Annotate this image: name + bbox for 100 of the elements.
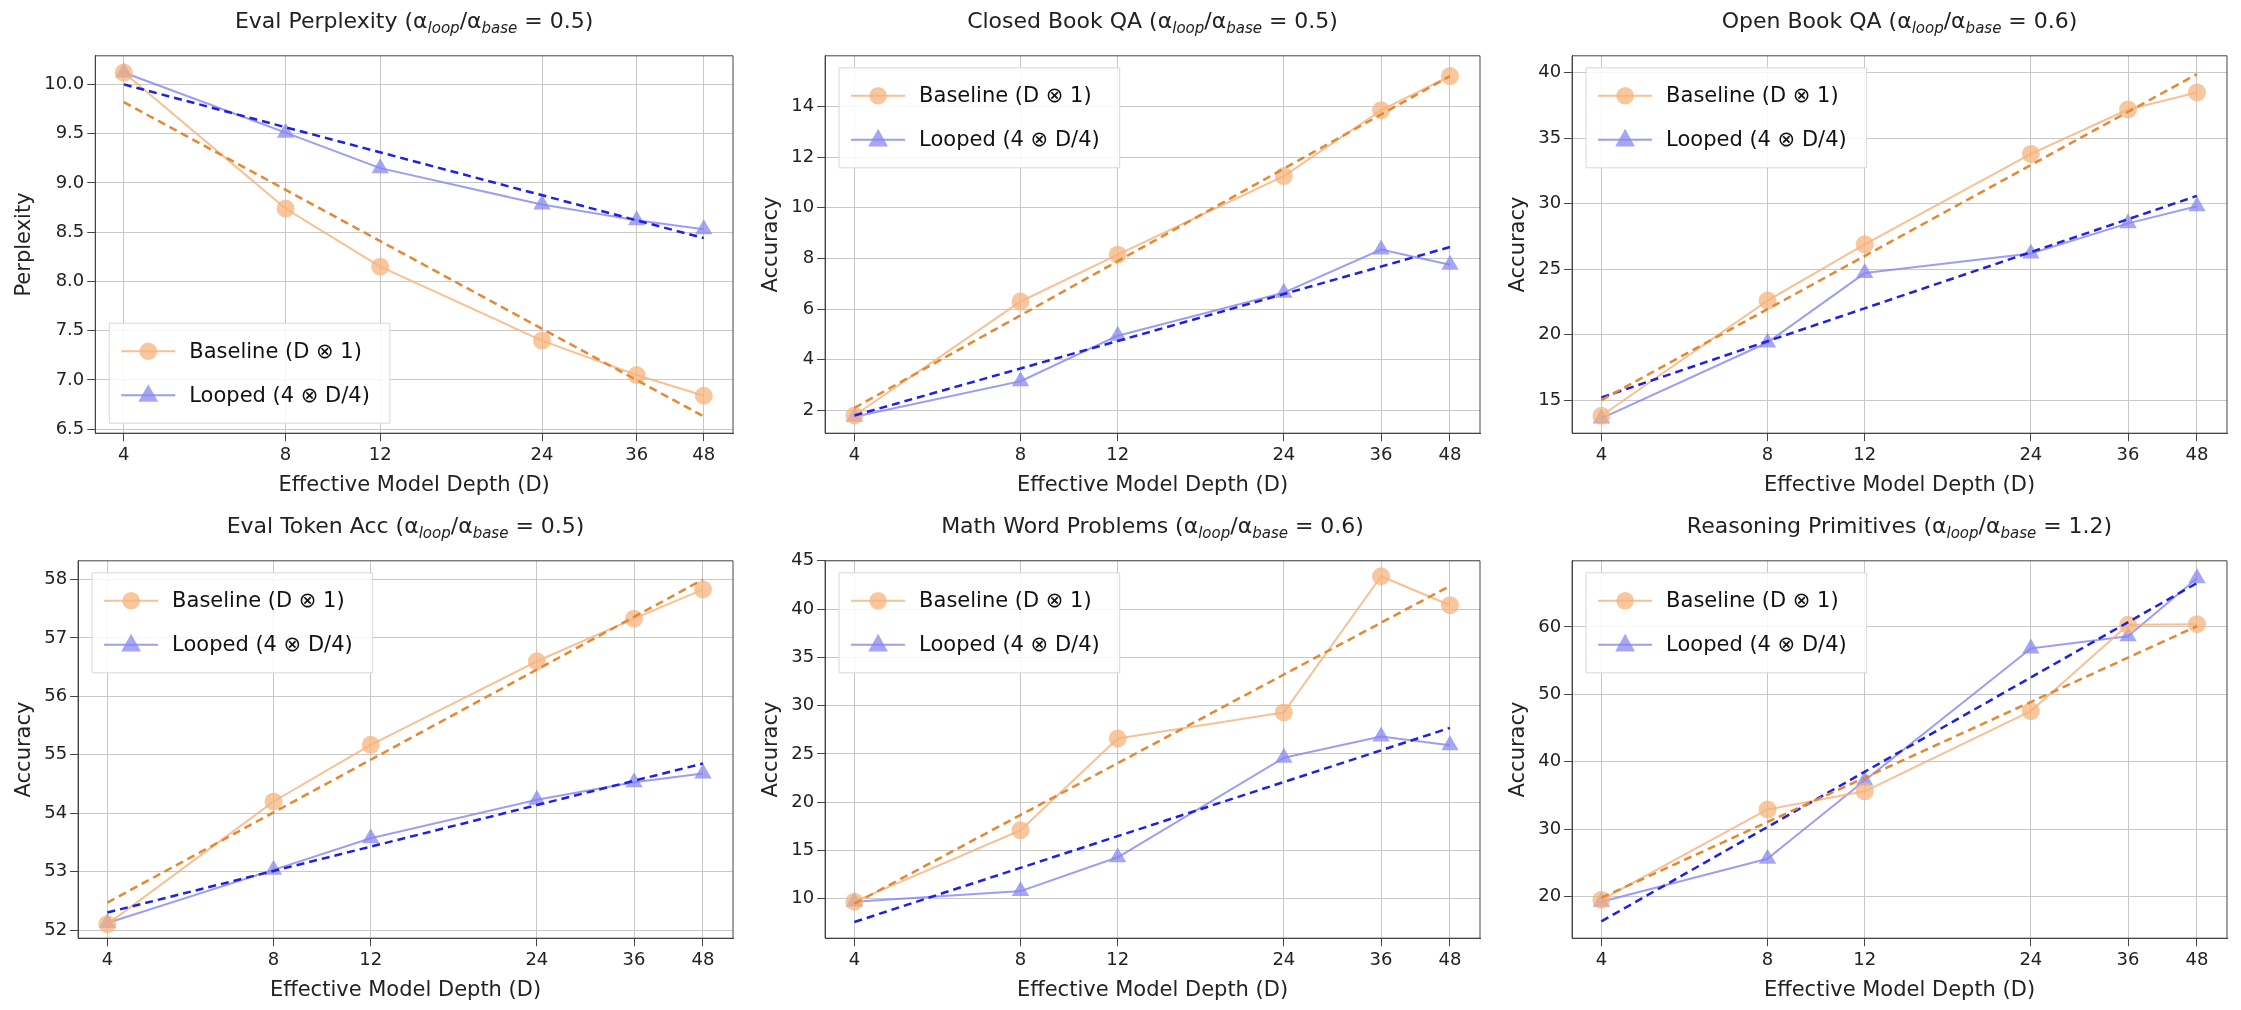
y-tick-label: 57 bbox=[44, 625, 68, 647]
y-tick-label: 9.5 bbox=[55, 121, 85, 143]
x-axis-title: Effective Model Depth (D) bbox=[269, 976, 542, 1001]
chart-title: Closed Book QA (α$_{loop}$/α$_{base}$ = 0.5) bbox=[966, 8, 1339, 38]
x-tick-label: 12 bbox=[1106, 442, 1130, 464]
x-tick-label: 12 bbox=[1106, 947, 1130, 969]
y-tick-label: 4 bbox=[802, 347, 815, 369]
x-tick-label: 12 bbox=[1853, 442, 1877, 464]
x-tick-label: 48 bbox=[1438, 947, 1462, 969]
x-tick-label: 4 bbox=[1595, 442, 1608, 464]
x-tick-label: 4 bbox=[848, 947, 861, 969]
y-axis-title: Perplexity bbox=[11, 192, 36, 297]
legend-label: Looped (4 ⊗ D/4) bbox=[189, 382, 370, 407]
x-tick-label: 4 bbox=[848, 442, 861, 464]
chart-title: Open Book QA (α$_{loop}$/α$_{base}$ = 0.6) bbox=[1720, 8, 2079, 38]
y-tick-label: 6.5 bbox=[55, 416, 85, 438]
chart-title: Reasoning Primitives (α$_{loop}$/α$_{base}$ = 1.2) bbox=[1685, 513, 2114, 543]
legend-label: Looped (4 ⊗ D/4) bbox=[172, 632, 353, 657]
y-axis-title: Accuracy bbox=[1505, 701, 1530, 798]
y-axis-title: Accuracy bbox=[758, 196, 783, 293]
y-tick-label: 45 bbox=[791, 548, 815, 570]
y-tick-label: 15 bbox=[1538, 387, 1562, 409]
x-axis-title: Effective Model Depth (D) bbox=[278, 471, 550, 496]
y-tick-label: 14 bbox=[791, 94, 815, 116]
x-tick-label: 24 bbox=[1272, 947, 1296, 969]
y-tick-label: 40 bbox=[1538, 749, 1562, 771]
x-tick-label: 36 bbox=[622, 947, 646, 969]
y-tick-label: 12 bbox=[791, 144, 815, 166]
y-tick-label: 40 bbox=[791, 596, 815, 618]
x-tick-label: 8 bbox=[267, 947, 280, 969]
legend-label: Baseline (D ⊗ 1) bbox=[189, 338, 362, 363]
legend-label: Looped (4 ⊗ D/4) bbox=[1666, 632, 1847, 657]
x-axis-title: Effective Model Depth (D) bbox=[1763, 471, 2036, 496]
x-tick-label: 48 bbox=[1438, 442, 1462, 464]
chart-title: Eval Token Acc (α$_{loop}$/α$_{base}$ = 0.5) bbox=[225, 513, 586, 543]
y-tick-label: 60 bbox=[1538, 614, 1562, 636]
y-tick-label: 10.0 bbox=[44, 72, 85, 94]
y-tick-label: 35 bbox=[791, 645, 815, 667]
y-tick-label: 50 bbox=[1538, 681, 1562, 703]
y-tick-label: 2 bbox=[802, 398, 815, 420]
x-tick-label: 24 bbox=[530, 442, 554, 464]
y-tick-label: 6 bbox=[802, 296, 815, 318]
y-tick-label: 8.0 bbox=[55, 269, 85, 291]
y-tick-label: 25 bbox=[791, 741, 815, 763]
x-tick-label: 24 bbox=[1272, 442, 1296, 464]
x-tick-label: 36 bbox=[1369, 947, 1393, 969]
y-tick-label: 25 bbox=[1538, 256, 1562, 278]
x-tick-label: 48 bbox=[692, 442, 716, 464]
x-axis-title: Effective Model Depth (D) bbox=[1016, 471, 1289, 496]
y-tick-label: 15 bbox=[791, 838, 815, 860]
y-tick-label: 8.5 bbox=[55, 219, 85, 241]
chart-title: Eval Perplexity (α$_{loop}$/α$_{base}$ = 0.5) bbox=[233, 8, 595, 38]
y-axis-title: Accuracy bbox=[758, 701, 783, 798]
x-tick-label: 12 bbox=[368, 442, 392, 464]
y-tick-label: 55 bbox=[44, 742, 68, 764]
legend-label: Looped (4 ⊗ D/4) bbox=[919, 632, 1100, 657]
y-tick-label: 53 bbox=[44, 859, 68, 881]
legend-label: Looped (4 ⊗ D/4) bbox=[919, 127, 1100, 152]
legend-label: Baseline (D ⊗ 1) bbox=[172, 588, 345, 613]
x-tick-label: 24 bbox=[525, 947, 549, 969]
y-tick-label: 7.5 bbox=[55, 318, 85, 340]
legend-label: Baseline (D ⊗ 1) bbox=[919, 83, 1092, 108]
y-tick-label: 20 bbox=[791, 789, 815, 811]
x-tick-label: 36 bbox=[1369, 442, 1393, 464]
x-tick-label: 36 bbox=[2116, 442, 2140, 464]
y-tick-label: 35 bbox=[1538, 125, 1562, 147]
y-tick-label: 10 bbox=[791, 195, 815, 217]
x-tick-label: 12 bbox=[1853, 947, 1877, 969]
y-tick-label: 20 bbox=[1538, 884, 1562, 906]
x-tick-label: 36 bbox=[625, 442, 649, 464]
x-axis-title: Effective Model Depth (D) bbox=[1763, 976, 2036, 1001]
chart-title: Math Word Problems (α$_{loop}$/α$_{base}$ = 0.6) bbox=[940, 513, 1365, 543]
y-axis-title: Accuracy bbox=[1505, 196, 1530, 293]
legend-label: Looped (4 ⊗ D/4) bbox=[1666, 127, 1847, 152]
y-tick-label: 9.0 bbox=[55, 170, 85, 192]
y-tick-label: 30 bbox=[1538, 191, 1562, 213]
x-tick-label: 4 bbox=[101, 947, 114, 969]
y-tick-label: 52 bbox=[44, 917, 68, 939]
y-tick-label: 7.0 bbox=[55, 367, 85, 389]
x-tick-label: 48 bbox=[691, 947, 715, 969]
legend-label: Baseline (D ⊗ 1) bbox=[1666, 588, 1839, 613]
x-tick-label: 8 bbox=[1761, 442, 1774, 464]
y-tick-label: 20 bbox=[1538, 322, 1562, 344]
y-tick-label: 40 bbox=[1538, 60, 1562, 82]
y-tick-label: 30 bbox=[791, 693, 815, 715]
x-tick-label: 8 bbox=[1014, 442, 1027, 464]
x-tick-label: 8 bbox=[1761, 947, 1774, 969]
x-tick-label: 24 bbox=[2019, 947, 2043, 969]
y-tick-label: 54 bbox=[44, 800, 68, 822]
x-tick-label: 36 bbox=[2116, 947, 2140, 969]
x-tick-label: 4 bbox=[118, 442, 130, 464]
y-axis-title: Accuracy bbox=[11, 701, 36, 798]
y-tick-label: 10 bbox=[791, 886, 815, 908]
x-axis-title: Effective Model Depth (D) bbox=[1016, 976, 1289, 1001]
x-tick-label: 4 bbox=[1595, 947, 1608, 969]
legend-label: Baseline (D ⊗ 1) bbox=[919, 588, 1092, 613]
y-tick-label: 8 bbox=[802, 246, 815, 268]
x-tick-label: 48 bbox=[2185, 947, 2209, 969]
y-tick-label: 30 bbox=[1538, 816, 1562, 838]
y-tick-label: 56 bbox=[44, 684, 68, 706]
